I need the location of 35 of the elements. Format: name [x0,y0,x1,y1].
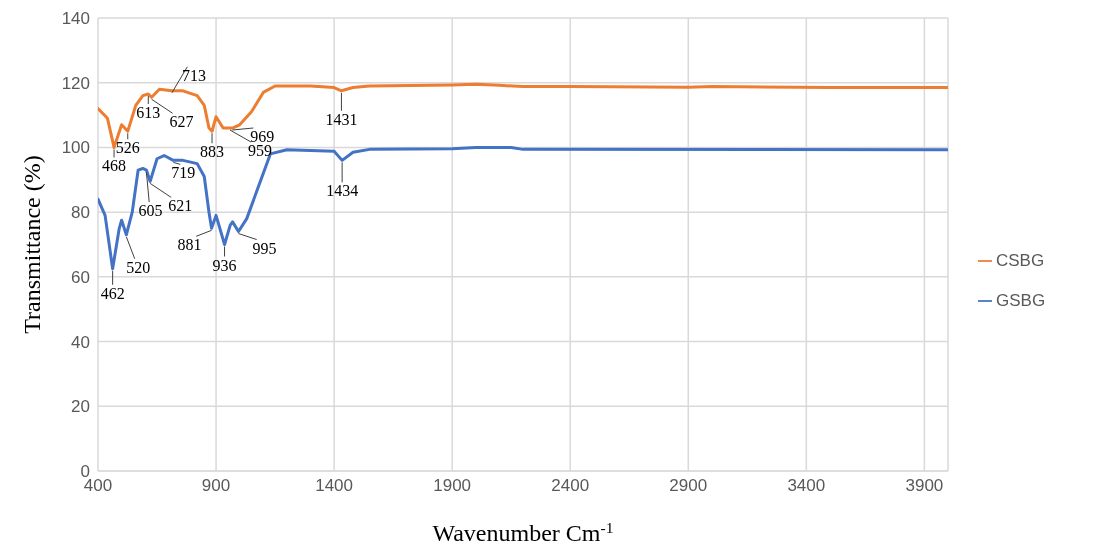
annotation: 468 [102,157,127,175]
annotation: 1431 [325,110,358,128]
x-tick-label: 2400 [551,476,590,496]
annotation: 520 [126,258,151,276]
y-tick-label: 60 [71,267,90,287]
annotation: 462 [100,284,125,302]
annotation: 1434 [326,182,359,200]
x-tick-label: 1900 [433,476,472,496]
y-tick-label: 140 [61,9,90,29]
x-tick-label: 1400 [315,476,354,496]
x-tick-label: 400 [83,476,113,496]
annotation: 719 [171,164,196,182]
x-tick-label: 2900 [669,476,708,496]
x-tick-label: 3900 [905,476,944,496]
y-tick-label: 120 [61,73,90,93]
y-axis-title: Transmittance (%) [19,155,45,334]
annotation: 881 [177,236,202,254]
y-tick-label: 20 [71,397,90,417]
annotation: 605 [138,202,163,220]
x-axis-title: Wavenumber Cm$^{-1}$ [432,518,614,546]
y-tick-label: 100 [61,138,90,158]
legend-label: CSBG [996,250,1045,270]
annotation: 613 [136,104,161,122]
annotation: 713 [181,66,206,84]
y-tick-label: 80 [71,203,90,223]
legend-label: GSBG [996,290,1046,310]
annotation: 936 [212,256,237,274]
annotation: 883 [200,143,225,161]
y-tick-label: 40 [71,332,90,352]
annotation: 995 [252,239,277,257]
annotation: 526 [115,139,140,157]
annotation: 627 [169,113,194,131]
x-tick-label: 3400 [787,476,826,496]
x-tick-label: 900 [201,476,231,496]
annotation: 621 [168,197,193,215]
